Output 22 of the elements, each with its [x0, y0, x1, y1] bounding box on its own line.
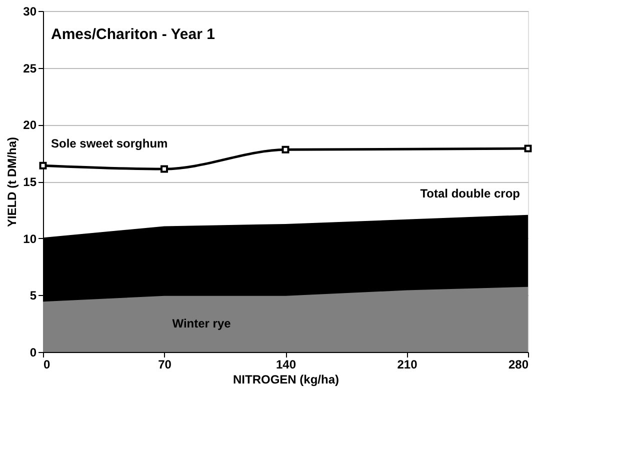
series-label: Sole sweet sorghum	[51, 136, 168, 151]
y-tick-label: 15	[23, 175, 37, 189]
y-tick-label: 0	[30, 346, 37, 360]
y-tick-label: 5	[30, 288, 37, 303]
y-tick-label: 20	[23, 118, 37, 132]
x-tick-label: 70	[158, 358, 172, 372]
series-label: Total double crop	[420, 186, 520, 201]
y-tick-label: 25	[23, 61, 37, 76]
y-tick-label: 10	[23, 232, 37, 246]
series-label: Winter rye	[172, 316, 232, 331]
x-tick-label: 210	[397, 358, 418, 372]
x-tick-label: 140	[276, 358, 296, 372]
point	[160, 165, 168, 173]
point	[39, 162, 47, 170]
x-tick-label: 280	[508, 358, 529, 372]
x-axis-title: NITROGEN (kg/ha)	[232, 372, 340, 386]
y-tick-label: 30	[23, 4, 37, 18]
y-axis-title: YIELD (t DM/ha)	[5, 137, 20, 227]
annotation: Ames/Chariton - Year 1	[51, 26, 215, 43]
point	[524, 144, 532, 152]
point	[282, 146, 290, 154]
x-tick-label: 0	[44, 358, 50, 372]
